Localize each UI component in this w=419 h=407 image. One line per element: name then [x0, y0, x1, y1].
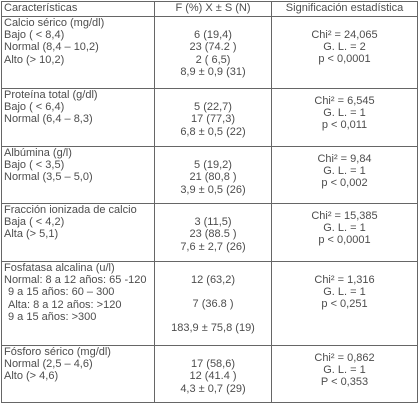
significance-cell: Chi² = 6,545 G. L. = 1 p < 0,011 — [271, 88, 418, 147]
chi-square: Chi² = 1,316 — [314, 274, 375, 286]
section-title: Proteína total (g/dl) — [4, 89, 98, 101]
row-label: Bajo ( < 3,5) — [4, 159, 65, 172]
row-label: Bajo ( < 8,4) — [4, 29, 65, 42]
summary-value: 3,9 ± 0,5 (26) — [180, 183, 246, 196]
characteristics-cell: Fosfatasa alcalina (u/l) Normal: 8 a 12 … — [1, 261, 155, 346]
row-value: 17 (58,6) — [190, 358, 236, 371]
row-value: 17 (77,3) — [190, 113, 236, 126]
p-value: p < 0,002 — [321, 177, 368, 190]
row-label: Alto (> 10,2) — [4, 53, 65, 66]
degrees-of-freedom: G. L. = 1 — [323, 364, 366, 377]
frequency-cell: 12 (63,2) 7 (36.8 ) 183,9 ± 75,8 (19) — [154, 261, 272, 346]
row-label: Normal (2,5 – 4,6) — [4, 358, 93, 371]
header-significance: Significación estadística — [271, 1, 418, 17]
frequency-cell: 3 (11,5) 23 (88.5 ) 7,6 ± 2,7 (26) — [154, 203, 272, 262]
summary-value: 6,8 ± 0,5 (22) — [180, 125, 246, 138]
degrees-of-freedom: G. L. = 1 — [323, 165, 366, 178]
header-row: Características F (%) X ± S (N) Signific… — [1, 1, 418, 17]
row-label: Baja ( < 4,2) — [4, 216, 65, 229]
frequency-cell: 17 (58,6) 12 (41.4 ) 4,3 ± 0,7 (29) — [154, 345, 272, 403]
degrees-of-freedom: G. L. = 1 — [323, 222, 366, 235]
p-value: p < 0,0001 — [318, 53, 371, 66]
summary-value: 4,3 ± 0,7 (29) — [180, 382, 246, 395]
row-value: 21 (80,8 ) — [189, 171, 237, 184]
summary-value: 8,9 ± 0,9 (31) — [180, 65, 246, 78]
significance-cell: Chi² = 0,862 G. L. = 1 P < 0,353 — [271, 345, 418, 403]
row-value: 23 (74.2 ) — [189, 41, 237, 54]
reference-line: 9 a 15 años: >300 — [8, 310, 97, 323]
characteristics-cell: Calcio sérico (mg/dl) Bajo ( < 8,4) Norm… — [1, 16, 155, 89]
reference-line: Normal: 8 a 12 años: 65 -120 — [4, 274, 147, 287]
chi-square: Chi² = 0,862 — [314, 352, 375, 364]
frequency-cell: 6 (19,4) 23 (74.2 ) 2 ( 6,5) 8,9 ± 0,9 (… — [154, 16, 272, 89]
chi-square: Chi² = 24,065 — [311, 29, 378, 41]
row-label: Bajo ( < 6,4) — [4, 101, 65, 114]
chi-square: Chi² = 6,545 — [314, 95, 375, 107]
row-value: 12 (41.4 ) — [189, 370, 237, 383]
significance-cell: Chi² = 9,84 G. L. = 1 p < 0,002 — [271, 146, 418, 204]
row-value: 5 (22,7) — [194, 101, 232, 114]
row-value: 23 (88.5 ) — [189, 228, 237, 241]
row-label: Alto (> 4,6) — [4, 370, 59, 383]
frequency-cell: 5 (22,7) 17 (77,3) 6,8 ± 0,5 (22) — [154, 88, 272, 147]
section-albumina: Albúmina (g/l) Bajo ( < 3,5) Normal (3,5… — [1, 146, 418, 204]
section-proteina-total: Proteína total (g/dl) Bajo ( < 6,4) Norm… — [1, 88, 418, 147]
section-title: Fosfatasa alcalina (u/l) — [4, 262, 115, 274]
section-title: Albúmina (g/l) — [4, 147, 72, 159]
row-value: 7 (36.8 ) — [192, 298, 234, 311]
summary-value: 183,9 ± 75,8 (19) — [171, 322, 255, 335]
section-title: Fósforo sérico (mg/dl) — [4, 346, 111, 358]
header-frequency: F (%) X ± S (N) — [154, 1, 272, 17]
row-label: Normal (3,5 – 5,0) — [4, 171, 93, 184]
chi-square: Chi² = 15,385 — [311, 210, 378, 222]
section-calcio-serico: Calcio sérico (mg/dl) Bajo ( < 8,4) Norm… — [1, 16, 418, 89]
frequency-cell: 5 (19,2) 21 (80,8 ) 3,9 ± 0,5 (26) — [154, 146, 272, 204]
p-value: p < 0,0001 — [318, 234, 371, 247]
summary-value: 7,6 ± 2,7 (26) — [180, 240, 246, 253]
significance-cell: Chi² = 1,316 G. L. = 1 p < 0,251 — [271, 261, 418, 346]
section-title: Calcio sérico (mg/dl) — [4, 17, 105, 29]
characteristics-cell: Fósforo sérico (mg/dl) Normal (2,5 – 4,6… — [1, 345, 155, 403]
section-fraccion-ionizada: Fracción ionizada de calcio Baja ( < 4,2… — [1, 203, 418, 262]
p-value: P < 0,353 — [320, 376, 369, 389]
row-value: 6 (19,4) — [194, 29, 232, 42]
significance-cell: Chi² = 15,385 G. L. = 1 p < 0,0001 — [271, 203, 418, 262]
row-value: 12 (63,2) — [190, 274, 236, 286]
row-label: Normal (8,4 – 10,2) — [4, 41, 99, 54]
section-title: Fracción ionizada de calcio — [4, 204, 137, 216]
row-label: Alta (> 5,1) — [4, 228, 59, 241]
significance-cell: Chi² = 24,065 G. L. = 2 p < 0,0001 — [271, 16, 418, 89]
reference-line: 9 a 15 años: 60 – 300 — [8, 286, 115, 299]
characteristics-cell: Proteína total (g/dl) Bajo ( < 6,4) Norm… — [1, 88, 155, 147]
section-fosforo-serico: Fósforo sérico (mg/dl) Normal (2,5 – 4,6… — [1, 345, 418, 403]
header-characteristics: Características — [1, 1, 155, 17]
row-value: 3 (11,5) — [194, 216, 232, 229]
section-fosfatasa-alcalina: Fosfatasa alcalina (u/l) Normal: 8 a 12 … — [1, 261, 418, 346]
degrees-of-freedom: G. L. = 2 — [323, 41, 366, 54]
row-value: 5 (19,2) — [194, 159, 232, 172]
degrees-of-freedom: G. L. = 1 — [323, 286, 366, 299]
chi-square: Chi² = 9,84 — [317, 153, 372, 165]
characteristics-cell: Albúmina (g/l) Bajo ( < 3,5) Normal (3,5… — [1, 146, 155, 204]
row-label: Normal (6,4 – 8,3) — [4, 113, 93, 126]
characteristics-cell: Fracción ionizada de calcio Baja ( < 4,2… — [1, 203, 155, 262]
degrees-of-freedom: G. L. = 1 — [323, 107, 366, 120]
reference-line: Alta: 8 a 12 años: >120 — [8, 298, 122, 311]
p-value: p < 0,011 — [321, 119, 368, 132]
row-value: 2 ( 6,5) — [195, 53, 231, 66]
p-value: p < 0,251 — [321, 298, 368, 311]
